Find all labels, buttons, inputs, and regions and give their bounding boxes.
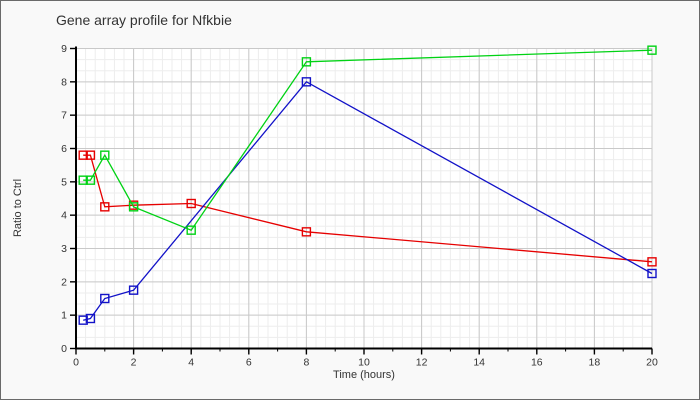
- green-series-marker: [647, 45, 657, 55]
- red-series-marker: [78, 150, 88, 160]
- x-tick-label: 4: [188, 357, 194, 369]
- blue-series-marker: [128, 285, 139, 295]
- blue-series-marker: [85, 313, 96, 324]
- green-series-line: [83, 49, 653, 231]
- y-tick-label: 0: [61, 343, 67, 355]
- red-series-marker: [301, 227, 312, 237]
- chart-title: Gene array profile for Nfkbie: [56, 12, 232, 28]
- y-tick-label: 1: [61, 310, 67, 322]
- blue-series-marker: [78, 315, 88, 325]
- green-series-marker: [128, 202, 139, 212]
- x-tick-label: 16: [531, 357, 543, 369]
- y-tick-label: 5: [61, 176, 67, 188]
- x-tick-label: 8: [303, 357, 309, 369]
- red-series-marker: [186, 198, 196, 209]
- blue-series-marker: [100, 293, 110, 304]
- red-series-line: [83, 154, 653, 263]
- y-tick-label: 4: [61, 210, 67, 222]
- red-series-marker: [100, 202, 110, 212]
- y-tick-label: 9: [61, 43, 67, 55]
- blue-series-line: [83, 80, 653, 321]
- green-series-marker: [301, 57, 312, 67]
- x-tick-label: 12: [416, 357, 428, 369]
- green-series-marker: [78, 175, 88, 185]
- y-axis-title: Ratio to Ctrl: [12, 178, 24, 238]
- y-tick-label: 8: [61, 76, 67, 88]
- red-series-marker: [647, 257, 657, 267]
- green-series-marker: [100, 150, 110, 160]
- blue-series-marker: [301, 77, 312, 87]
- x-tick-label: 18: [589, 357, 601, 369]
- y-tick-label: 6: [61, 143, 67, 155]
- x-axis-title: Time (hours): [333, 369, 395, 381]
- green-series-marker: [186, 225, 196, 235]
- x-tick-label: 2: [131, 357, 137, 369]
- x-tick-label: 14: [473, 357, 485, 369]
- blue-series-marker: [647, 268, 657, 279]
- y-tick-label: 3: [61, 243, 67, 255]
- y-tick-label: 2: [61, 276, 67, 288]
- x-tick-label: 6: [246, 357, 252, 369]
- red-series-marker: [85, 150, 96, 160]
- y-tick-label: 7: [61, 110, 67, 122]
- x-tick-label: 10: [358, 357, 370, 369]
- x-tick-label: 0: [73, 357, 79, 369]
- green-series-marker: [85, 175, 96, 185]
- x-tick-label: 20: [646, 357, 658, 369]
